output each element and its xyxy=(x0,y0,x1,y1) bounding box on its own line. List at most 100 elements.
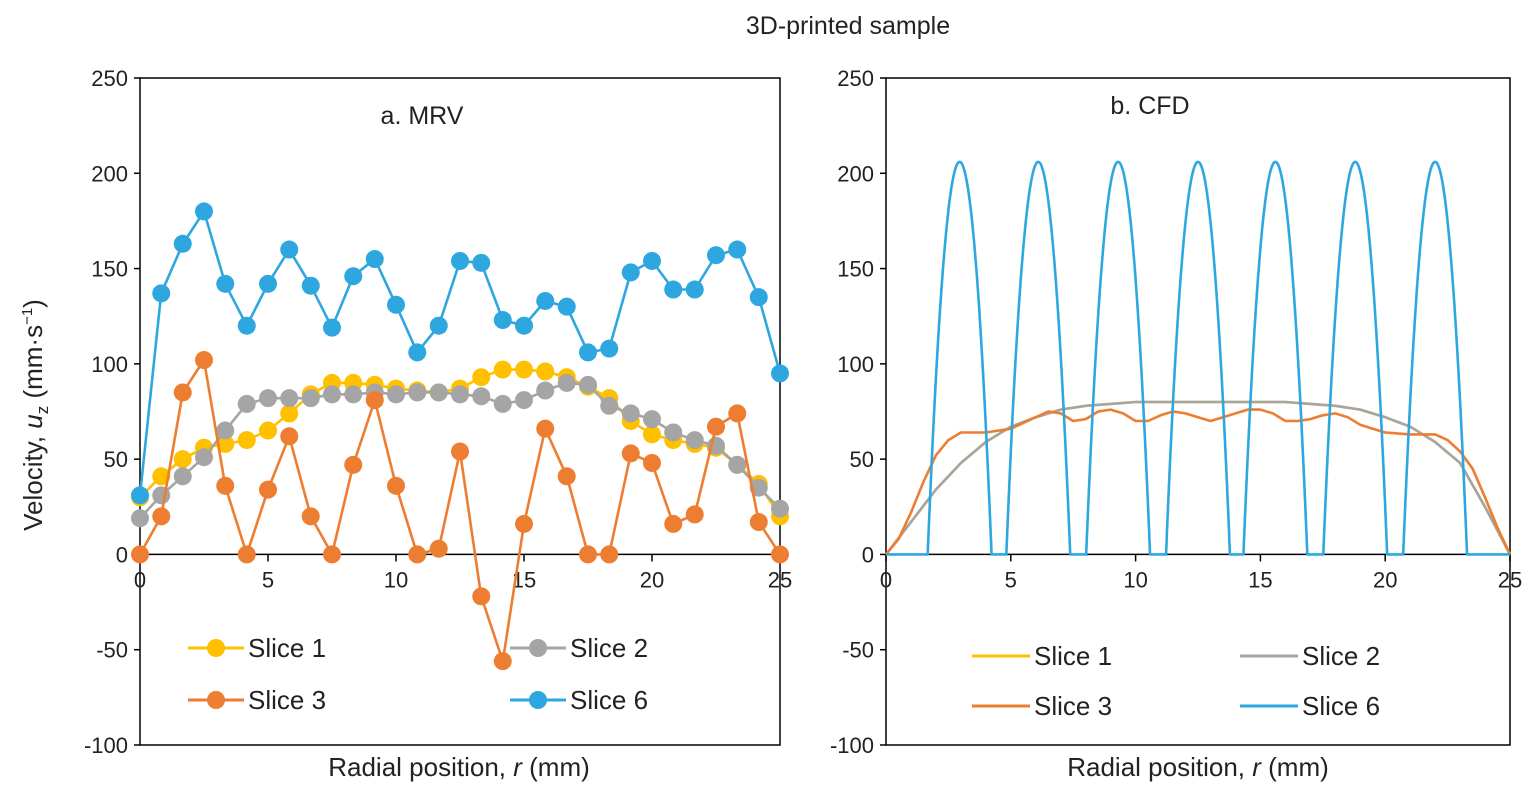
legend-swatch-marker xyxy=(529,639,547,657)
data-point-slice-1 xyxy=(280,404,299,423)
legend-label: Slice 1 xyxy=(1034,641,1112,671)
data-point-slice-6 xyxy=(195,202,213,221)
legend-label: Slice 3 xyxy=(1034,691,1112,721)
data-point-slice-1 xyxy=(259,421,277,440)
data-point-slice-3 xyxy=(600,545,619,564)
data-point-slice-3 xyxy=(557,467,576,486)
data-point-slice-3 xyxy=(195,351,213,370)
data-point-slice-1 xyxy=(515,360,533,379)
data-point-slice-6 xyxy=(259,274,277,293)
x-tick-label: 0 xyxy=(134,567,146,592)
data-point-slice-6 xyxy=(365,250,384,269)
data-point-slice-6 xyxy=(429,316,448,335)
data-point-slice-2 xyxy=(429,383,448,402)
series-line-slice-6 xyxy=(884,160,1512,556)
legend-label: Slice 3 xyxy=(248,685,326,715)
data-point-slice-2 xyxy=(216,421,235,440)
data-point-slice-2 xyxy=(472,387,491,406)
x-tick-label: 25 xyxy=(1498,567,1522,592)
data-point-slice-6 xyxy=(664,280,683,299)
legend-item-slice-1: Slice 1 xyxy=(188,633,326,663)
data-point-slice-6 xyxy=(280,240,299,259)
data-point-slice-2 xyxy=(387,385,405,404)
data-point-slice-6 xyxy=(493,311,512,330)
data-point-slice-3 xyxy=(152,507,171,526)
y-tick-label: 100 xyxy=(91,352,128,377)
data-point-slice-6 xyxy=(131,486,149,505)
data-point-slice-1 xyxy=(216,434,235,453)
data-point-slice-6 xyxy=(451,251,469,270)
y-tick-label: -100 xyxy=(830,733,874,758)
legend-label: Slice 1 xyxy=(248,633,326,663)
y-tick-label: -100 xyxy=(84,733,128,758)
data-point-slice-3 xyxy=(493,652,512,671)
data-point-slice-6 xyxy=(685,280,704,299)
data-point-slice-6 xyxy=(557,297,576,316)
data-point-slice-1 xyxy=(536,362,555,381)
x-axis-label-a: Radial position, r (mm) xyxy=(328,752,590,782)
data-point-slice-3 xyxy=(323,545,341,564)
data-point-slice-3 xyxy=(515,514,533,533)
data-point-slice-2 xyxy=(621,404,640,423)
legend-item-slice-3: Slice 3 xyxy=(188,685,326,715)
legend-label: Slice 6 xyxy=(570,685,648,715)
x-tick-label: 25 xyxy=(768,567,792,592)
legend-label: Slice 6 xyxy=(1302,691,1380,721)
data-point-slice-2 xyxy=(131,509,149,528)
data-point-slice-3 xyxy=(707,417,725,436)
data-point-slice-1 xyxy=(173,450,192,469)
panel-title: b. CFD xyxy=(1110,92,1189,120)
figure-title: 3D-printed sample xyxy=(746,12,950,40)
data-point-slice-1 xyxy=(237,431,256,450)
data-point-slice-1 xyxy=(493,360,512,379)
data-point-slice-6 xyxy=(152,284,171,303)
data-point-slice-3 xyxy=(728,404,747,423)
y-tick-label: 0 xyxy=(862,542,874,567)
data-point-slice-3 xyxy=(216,476,235,495)
data-point-slice-1 xyxy=(152,467,171,486)
data-point-slice-3 xyxy=(173,383,192,402)
data-point-slice-2 xyxy=(749,478,768,497)
data-point-slice-3 xyxy=(749,513,768,532)
data-point-slice-3 xyxy=(237,545,256,564)
panel-b: -100 -50 0 50 100 150 200 250 0 5 10 15 20 25 b. CFD Sl… xyxy=(830,66,1522,758)
data-point-slice-2 xyxy=(685,431,704,450)
data-point-slice-2 xyxy=(451,385,469,404)
data-point-slice-6 xyxy=(173,234,192,253)
series-line-slice-3 xyxy=(884,408,1512,556)
legend-item-slice-2: Slice 2 xyxy=(510,633,648,663)
data-point-slice-3 xyxy=(301,507,320,526)
data-point-slice-2 xyxy=(237,394,256,413)
data-point-slice-3 xyxy=(451,442,469,461)
data-point-slice-6 xyxy=(643,251,661,270)
data-point-slice-6 xyxy=(237,316,256,335)
data-point-slice-2 xyxy=(280,389,299,408)
y-axis-label: Velocity, uz (mm·s−1) xyxy=(18,299,52,531)
data-point-slice-3 xyxy=(429,539,448,558)
y-tick-label: 200 xyxy=(91,161,128,186)
y-tick-label: 150 xyxy=(837,257,874,282)
x-tick-label: 0 xyxy=(880,567,892,592)
plot-frame xyxy=(885,77,1511,746)
data-point-slice-3 xyxy=(685,505,704,524)
series-line-slice-3 xyxy=(138,358,782,663)
data-point-slice-2 xyxy=(557,373,576,392)
legend-swatch-marker xyxy=(207,639,225,657)
data-point-slice-2 xyxy=(536,381,555,400)
series-line-slice-2 xyxy=(884,400,1512,556)
data-point-slice-3 xyxy=(408,545,427,564)
data-point-slice-6 xyxy=(579,343,597,362)
data-point-slice-2 xyxy=(344,385,363,404)
y-tick-label: 100 xyxy=(837,352,874,377)
data-point-slice-6 xyxy=(472,253,491,272)
legend-label: Slice 2 xyxy=(1302,641,1380,671)
x-tick-label: 5 xyxy=(1005,567,1017,592)
data-point-slice-3 xyxy=(259,480,277,499)
data-point-slice-6 xyxy=(749,288,768,307)
data-point-slice-3 xyxy=(387,476,405,495)
x-axis-label-b: Radial position, r (mm) xyxy=(1067,752,1329,782)
x-tick-label: 20 xyxy=(640,567,664,592)
data-point-slice-2 xyxy=(195,448,213,467)
data-point-slice-1 xyxy=(472,368,491,387)
